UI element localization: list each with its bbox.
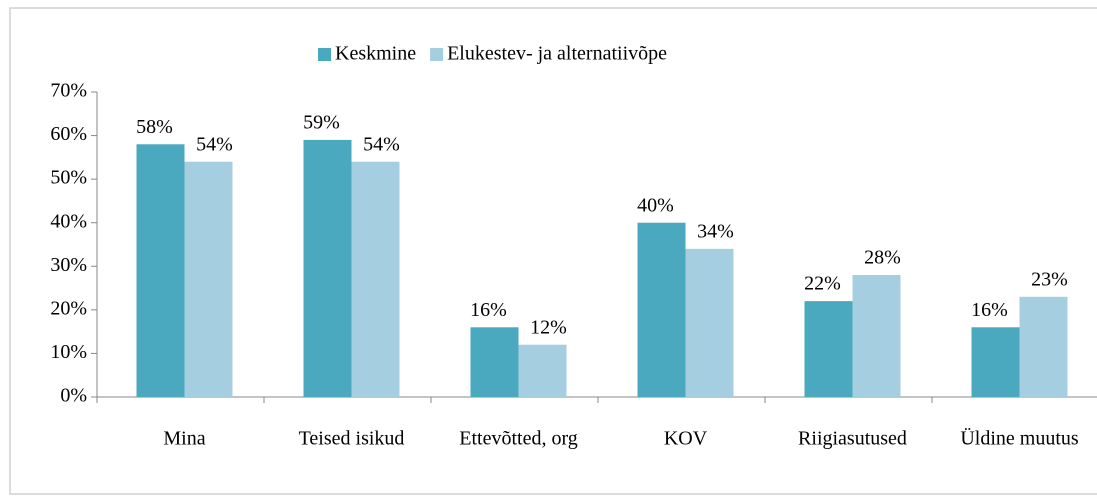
value-label: 16% [971,299,1008,321]
y-tick-label: 30% [50,254,87,276]
y-tick-label: 40% [50,210,87,232]
y-tick-label: 0% [60,385,87,407]
x-tick-label: Riigiasutused [798,428,907,450]
y-tick-label: 50% [50,167,87,189]
y-tick-label: 20% [50,297,87,319]
bar [804,301,853,397]
legend-swatch [430,48,444,61]
value-label: 34% [697,220,734,242]
x-tick-label: KOV [664,428,708,450]
bar [1019,296,1068,397]
legend-label: Elukestev- ja alternatiivõpe [447,43,667,65]
bar [351,161,400,397]
x-tick-label: Ettevõtted, org [459,428,578,450]
y-tick-label: 70% [50,80,87,102]
y-tick-label: 10% [50,341,87,363]
bar [136,144,185,397]
bar [303,139,352,397]
bar [971,327,1020,397]
value-label: 59% [303,112,340,134]
bar [852,275,901,397]
bar [637,222,686,397]
value-label: 16% [470,299,507,321]
value-label: 40% [637,194,674,216]
x-tick-label: Üldine muutus [960,427,1079,450]
bar [685,248,734,397]
y-tick-label: 60% [50,123,87,145]
legend-swatch [318,48,331,61]
bar [518,344,567,397]
value-label: 28% [864,247,901,269]
legend-label: Keskmine [335,43,416,65]
bar [470,327,519,397]
bar [184,161,233,397]
x-tick-label: Teised isikud [299,428,405,450]
value-label: 54% [363,133,400,155]
value-label: 22% [804,273,841,295]
x-tick-label: Mina [163,428,205,450]
value-label: 58% [136,116,173,138]
value-label: 54% [196,133,233,155]
value-label: 23% [1031,268,1068,290]
value-label: 12% [530,316,567,338]
